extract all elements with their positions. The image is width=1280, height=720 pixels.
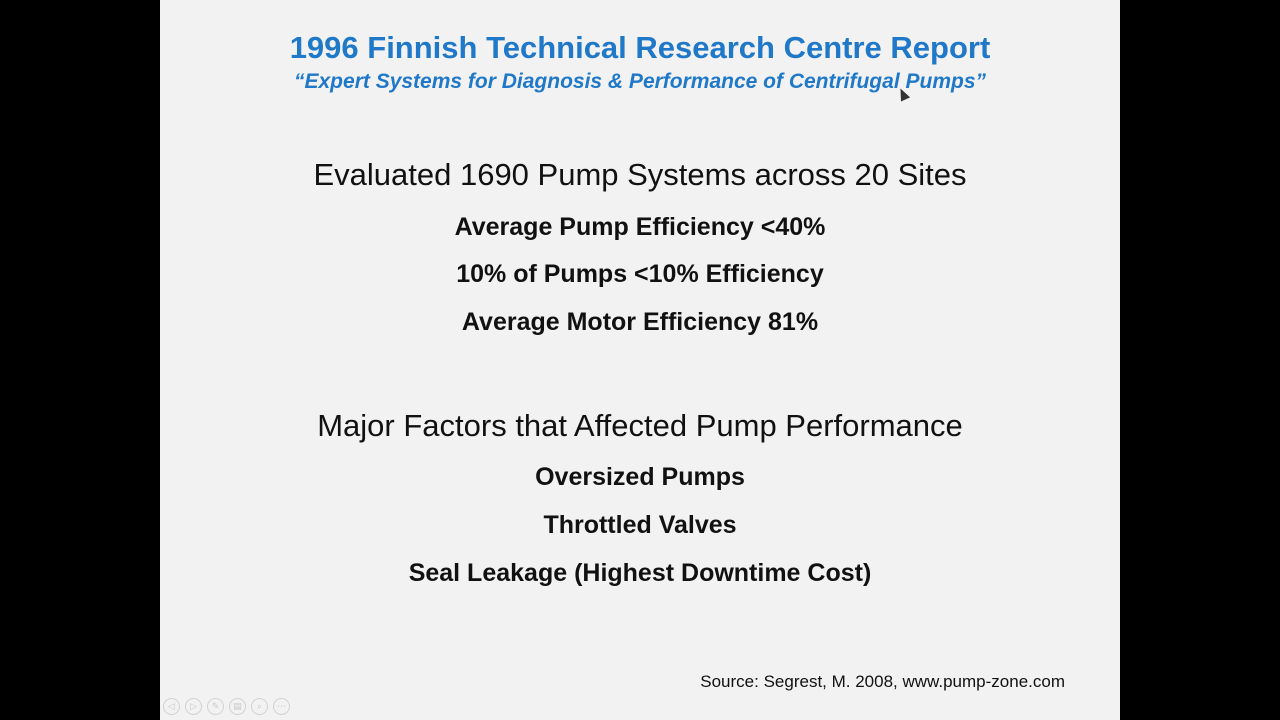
finding-pump-efficiency: Average Pump Efficiency <40% xyxy=(454,213,826,241)
factor-seal-leakage: Seal Leakage (Highest Downtime Cost) xyxy=(408,559,872,587)
finding-low-efficiency-pumps: 10% of Pumps <10% Efficiency xyxy=(456,260,824,288)
slideshow-controls: ◁ ▷ ✎ ▤ ⌕ ⋯ xyxy=(163,698,290,715)
section-heading-evaluation: Evaluated 1690 Pump Systems across 20 Si… xyxy=(313,157,967,192)
finding-motor-efficiency: Average Motor Efficiency 81% xyxy=(461,308,819,336)
slides-icon[interactable]: ▤ xyxy=(229,698,246,715)
factor-throttled-valves: Throttled Valves xyxy=(543,511,737,539)
next-icon[interactable]: ▷ xyxy=(185,698,202,715)
factor-oversized-pumps: Oversized Pumps xyxy=(535,463,745,491)
source-citation: Source: Segrest, M. 2008, www.pump-zone.… xyxy=(700,672,1065,691)
slide-title: 1996 Finnish Technical Research Centre R… xyxy=(289,30,991,65)
zoom-icon[interactable]: ⌕ xyxy=(251,698,268,715)
previous-icon[interactable]: ◁ xyxy=(163,698,180,715)
section-heading-factors: Major Factors that Affected Pump Perform… xyxy=(317,408,963,443)
slide: 1996 Finnish Technical Research Centre R… xyxy=(160,0,1120,720)
more-icon[interactable]: ⋯ xyxy=(273,698,290,715)
pen-icon[interactable]: ✎ xyxy=(207,698,224,715)
slide-subtitle: “Expert Systems for Diagnosis & Performa… xyxy=(294,70,986,93)
